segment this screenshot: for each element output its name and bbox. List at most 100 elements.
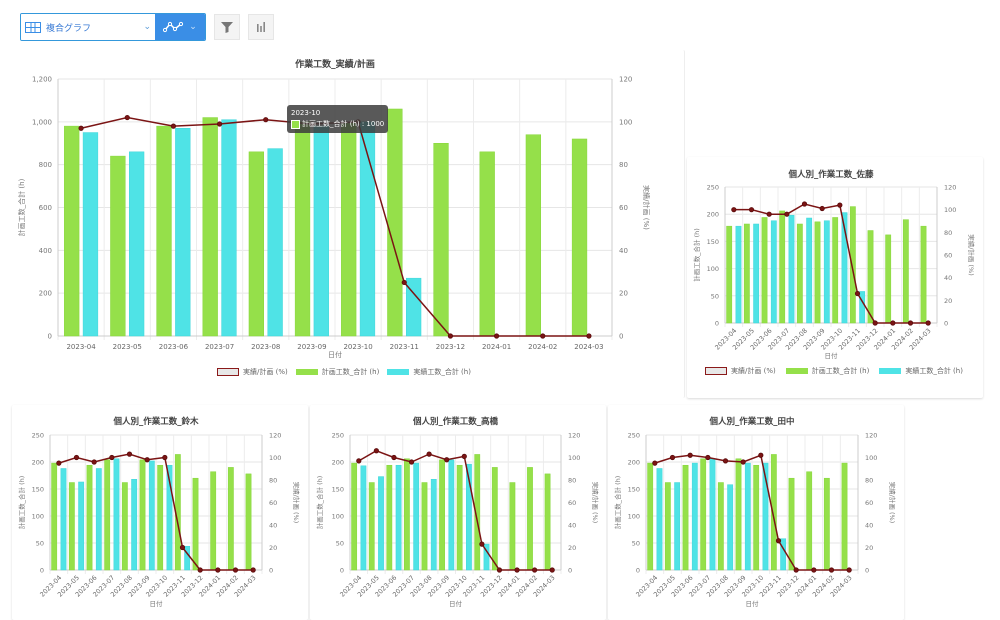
bar-plan <box>245 473 252 571</box>
bar-actual <box>674 482 681 571</box>
point-ratio <box>73 454 80 461</box>
y2-axis-label: 実績/計画 (%) <box>591 482 600 524</box>
y-axis-label: 計画工数_合計 (h) <box>17 476 26 530</box>
chart-card-tanaka: 個人別_作業工数_田中 0 50 100 150 200 250 0 20 40 60 80 100 12… <box>608 405 904 620</box>
bar-actual <box>466 463 472 571</box>
point-ratio <box>872 320 878 326</box>
x-tick-label: 2023-07 <box>205 343 234 351</box>
chart-tooltip: 2023-10 計画工数_合計 (h) : 1000 <box>287 105 389 133</box>
point-ratio <box>758 452 764 458</box>
y-axis-label: 計画工数_合計 (h) <box>315 476 324 530</box>
bar-plan <box>491 467 498 571</box>
chart-card-main: 作業工数_実績/計画 0 200 400 600 800 1,000 1,200 0 20 40 60… <box>12 50 685 398</box>
chart-type-select[interactable]: 複合グラフ ⌄ <box>21 14 155 40</box>
y-tick-label: 50 <box>36 540 44 548</box>
point-ratio <box>216 121 223 127</box>
bar-plan <box>86 464 93 571</box>
legend-item-actual[interactable]: 実績工数_合計 (h) <box>387 367 471 377</box>
y-tick-label: 250 <box>32 432 44 440</box>
chevron-down-icon: ⌄ <box>143 22 151 32</box>
y2-tick-label: 120 <box>619 76 632 84</box>
line-type-select[interactable]: ⌄ <box>155 14 205 40</box>
bar-actual <box>378 476 384 571</box>
y-tick-label: 150 <box>332 486 344 494</box>
bar-actual <box>221 119 237 337</box>
x-tick-label: 2023-12 <box>436 343 465 351</box>
bar-actual <box>113 458 120 571</box>
toolbar: 複合グラフ ⌄ ⌄ <box>20 13 274 41</box>
legend-item-plan[interactable]: 計画工数_合計 (h) <box>785 366 869 376</box>
legend-item-plan[interactable]: 計画工数_合計 (h) <box>295 367 379 377</box>
bar-actual <box>82 132 99 337</box>
bar-chart-button[interactable] <box>248 14 274 40</box>
bar-plan <box>202 117 218 337</box>
y2-tick-label: 60 <box>568 499 576 507</box>
point-ratio <box>78 125 84 131</box>
line-ratio <box>654 454 850 571</box>
legend-item-ratio[interactable]: 実績/計画 (%) <box>217 367 288 377</box>
x-tick-label: 2023-09 <box>297 343 326 351</box>
y-axis-label: 計画工数_合計 (h) <box>692 228 701 282</box>
y2-tick-label: 100 <box>568 454 580 462</box>
y2-axis-label: 実績/計画 (%) <box>888 482 897 524</box>
filter-button[interactable] <box>214 14 240 40</box>
bar-plan <box>832 217 839 324</box>
y2-tick-label: 40 <box>944 274 952 282</box>
y-tick-label: 600 <box>39 204 52 212</box>
bar-actual <box>313 125 329 337</box>
x-tick-label: 2024-01 <box>482 343 511 351</box>
y2-tick-label: 60 <box>269 499 277 507</box>
point-ratio <box>586 333 592 339</box>
y2-tick-label: 80 <box>568 477 576 485</box>
bar-plan <box>68 482 75 571</box>
bar-plan <box>885 234 892 324</box>
bar-actual <box>727 484 734 571</box>
x-tick-label: 2023-04 <box>66 343 96 351</box>
bar-plan <box>104 459 111 571</box>
x-tick-label: 2024-02 <box>528 343 557 351</box>
bar-plan <box>110 155 126 337</box>
y-tick-label: 0 <box>340 567 344 575</box>
chart-card-sato: 個人別_作業工数_佐藤 0 50 100 150 200 250 0 20 40 60 80 100 12… <box>687 157 983 398</box>
x-tick-label: 2023-06 <box>159 343 189 351</box>
bar-plan <box>157 464 164 571</box>
point-ratio <box>56 460 62 466</box>
y-tick-label: 200 <box>707 211 719 219</box>
legend-label: 実績工数_合計 (h) <box>413 368 471 376</box>
point-ratio <box>784 211 790 217</box>
point-ratio <box>540 333 546 339</box>
point-ratio <box>126 451 133 457</box>
bar-actual <box>166 464 173 571</box>
point-ratio <box>408 459 415 465</box>
point-ratio <box>391 454 397 461</box>
y-tick-label: 400 <box>39 247 52 255</box>
y-tick-label: 50 <box>711 292 719 300</box>
legend-item-actual[interactable]: 実績工数_合計 (h) <box>879 366 963 376</box>
y-tick-label: 200 <box>332 459 344 467</box>
y2-tick-label: 0 <box>269 567 273 575</box>
x-tick-label: 2024-03 <box>574 343 603 351</box>
y2-tick-label: 0 <box>619 333 623 341</box>
bar-actual <box>806 217 813 324</box>
bar-plan <box>210 471 217 571</box>
point-ratio <box>801 201 808 207</box>
bar-plan <box>753 464 760 571</box>
bar-plan <box>743 223 750 324</box>
legend-item-ratio[interactable]: 実績/計画 (%) <box>705 366 776 376</box>
chart-tanaka: 個人別_作業工数_田中 0 50 100 150 200 250 0 20 40 60 80 100 12… <box>613 416 897 608</box>
bar-plan <box>351 462 358 571</box>
point-ratio <box>447 333 454 339</box>
legend-swatch-plan <box>785 368 808 374</box>
chart-main: 作業工数_実績/計画 0 200 400 600 800 1,000 1,200 0 20 40 60… <box>17 58 651 359</box>
bar-plan <box>920 225 927 324</box>
y-tick-label: 200 <box>628 459 640 467</box>
bar-plan <box>387 108 403 337</box>
point-ratio <box>162 454 168 461</box>
y-tick-label: 150 <box>628 486 640 494</box>
x-axis-label: 日付 <box>825 351 839 360</box>
chart-type-label: 複合グラフ <box>46 23 92 34</box>
y-tick-label: 250 <box>332 432 344 440</box>
line-ratio <box>358 449 553 571</box>
point-ratio <box>890 320 896 326</box>
bar-plan <box>474 454 481 571</box>
